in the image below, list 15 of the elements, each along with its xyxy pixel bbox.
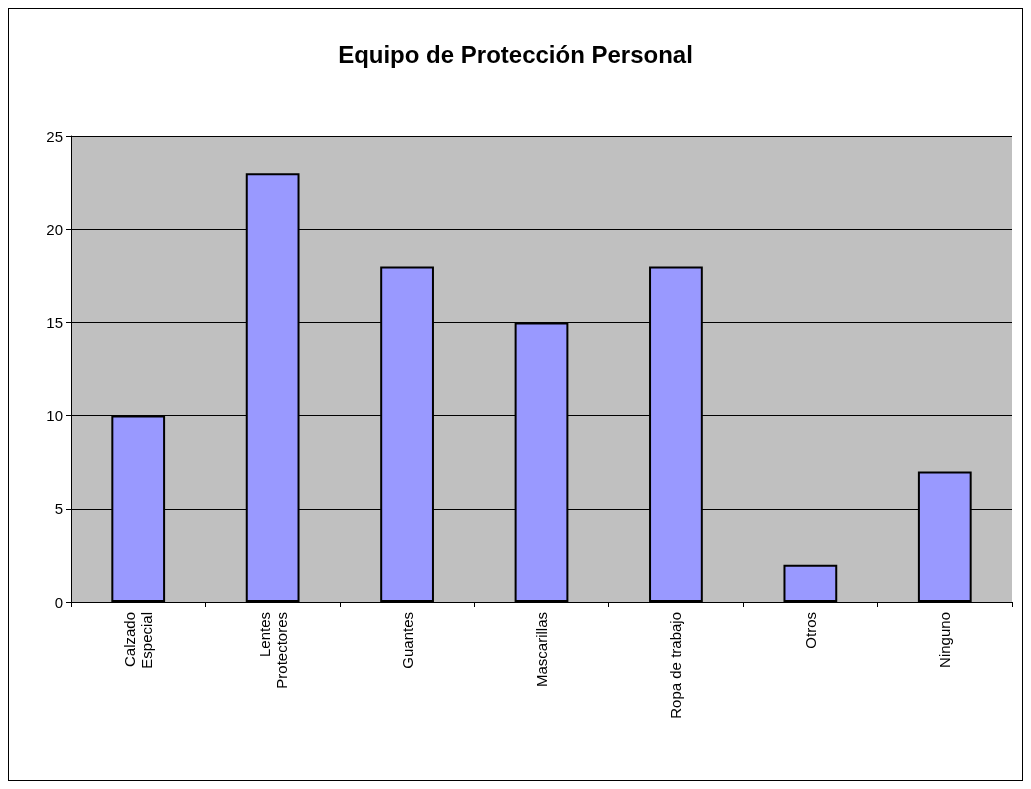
x-tick-label: Guantes xyxy=(398,612,416,669)
y-tick-label: 10 xyxy=(46,407,63,425)
y-tick-label: 0 xyxy=(54,593,63,611)
x-tick-label: Calzado Especial xyxy=(121,612,156,669)
y-tick-label: 25 xyxy=(46,127,63,145)
x-tick-label: Otros xyxy=(801,612,819,649)
y-tick-label: 20 xyxy=(46,220,63,238)
chart-title: Equipo de Protección Personal xyxy=(338,40,693,68)
y-tick-label: 15 xyxy=(46,313,63,331)
x-tick-label: Ninguno xyxy=(936,612,954,668)
x-tick-label: Ropa de trabajo xyxy=(667,612,685,719)
x-tick-label: Mascarillas xyxy=(533,612,550,688)
bar xyxy=(783,564,838,602)
x-tick-label: Lentes Protectores xyxy=(255,612,290,689)
y-tick-label: 5 xyxy=(54,500,63,518)
